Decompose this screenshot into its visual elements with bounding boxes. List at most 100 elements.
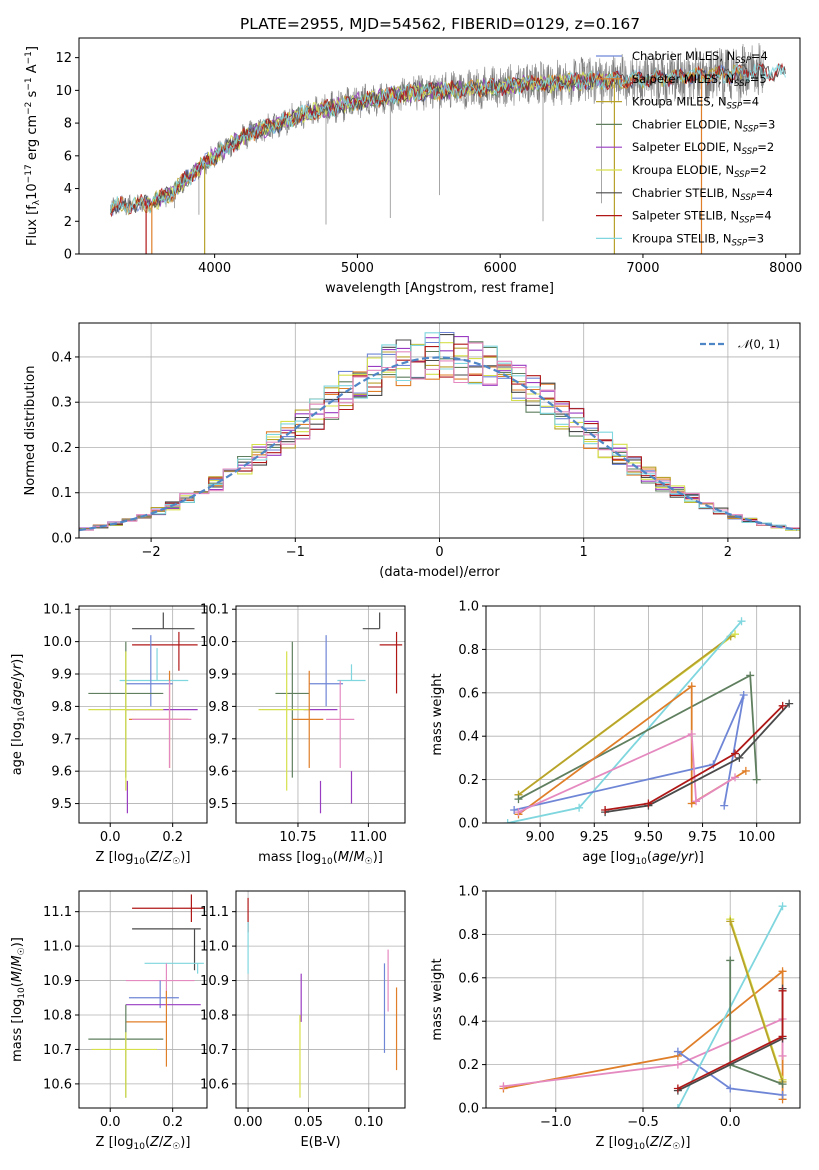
y-tick-label: 10.1 xyxy=(43,603,72,618)
y-tick-label: 0.6 xyxy=(458,971,479,986)
x-axis-label: mass [log10(M/M☉)] xyxy=(258,850,383,867)
spectrum-panel: 4000 5000 6000 7000 8000 0 2 4 6 8 10 12 wavelength … xyxy=(24,37,802,296)
y-tick-label: 0.4 xyxy=(458,1015,479,1030)
x-tick-label: 10.00 xyxy=(738,830,775,845)
weight-marker xyxy=(673,1060,682,1069)
y-tick-label: 10.8 xyxy=(43,1009,72,1024)
weight-line xyxy=(518,673,758,800)
model-spectrum xyxy=(109,63,786,215)
y-tick-label: 10.6 xyxy=(200,1077,229,1092)
x-tick-label: 0.2 xyxy=(162,1115,183,1130)
residuals-panel: −2 −1 0 1 2 0.0 0.1 0.2 0.3 0.4 (data-model)/error… xyxy=(23,322,801,580)
legend-entry: Chabrier STELIB, NSSP=4 xyxy=(632,186,773,203)
x-axis-label: E(B-V) xyxy=(300,1135,340,1150)
weight-line xyxy=(604,702,790,813)
error-bar-point xyxy=(379,631,403,694)
weight-line xyxy=(729,921,784,1083)
plot-area xyxy=(79,331,800,532)
x-tick-label: 0.10 xyxy=(354,1115,383,1130)
weight-marker xyxy=(778,986,787,995)
y-tick-label: 9.5 xyxy=(208,797,229,812)
weight-marker xyxy=(731,630,740,639)
error-bar-point xyxy=(292,670,324,768)
axes-frame xyxy=(235,605,406,824)
y-tick-label: 10 xyxy=(55,84,72,99)
weight-marker xyxy=(778,1090,787,1099)
y-tick-label: 0.2 xyxy=(51,441,72,456)
legend-entry: Chabrier MILES, NSSP=4 xyxy=(632,49,768,66)
error-bar-point xyxy=(119,648,189,682)
mass-age-panel: 10.75 11.00 9.5 9.6 9.7 9.8 9.9 10.0 10.1 mass [l… xyxy=(200,603,406,867)
y-tick-label: 1.0 xyxy=(458,885,479,900)
y-tick-label: 9.8 xyxy=(51,700,72,715)
error-bar-point xyxy=(88,651,164,791)
weight-marker xyxy=(735,753,744,762)
weight-marker xyxy=(752,775,761,784)
x-tick-label: 6000 xyxy=(484,261,517,276)
y-tick-label: 2 xyxy=(64,215,72,230)
error-bar-point xyxy=(309,635,344,707)
weight-marker xyxy=(687,799,696,808)
x-tick-label: 5000 xyxy=(341,261,374,276)
legend-entry: Salpeter STELIB, NSSP=4 xyxy=(632,209,772,226)
y-axis-label: Flux [fλ10−17 erg cm−2 s−1 A−1] xyxy=(24,46,42,246)
spectrum-legend: Chabrier MILES, NSSP=4 Salpeter MILES, NS… xyxy=(596,49,775,248)
y-tick-label: 9.7 xyxy=(51,732,72,747)
y-tick-label: 0.2 xyxy=(458,773,479,788)
x-tick-label: −1.0 xyxy=(540,1115,572,1130)
error-bar-point xyxy=(132,894,204,922)
y-axis-label: age [log10(age/yr)] xyxy=(10,654,27,776)
y-tick-label: 9.9 xyxy=(51,668,72,683)
y-tick-label: 0.3 xyxy=(51,396,72,411)
y-tick-label: 10.0 xyxy=(43,635,72,650)
y-tick-label: 8 xyxy=(64,117,72,132)
weight-marker xyxy=(731,773,740,782)
weight-marker xyxy=(687,730,696,739)
y-tick-label: 10.0 xyxy=(200,635,229,650)
error-bar-point xyxy=(132,631,198,671)
z-mass-panel: 0.0 0.2 10.6 10.7 10.8 10.9 11.0 11.1 Z [log10(Z… xyxy=(10,890,208,1152)
y-tick-label: 9.5 xyxy=(51,797,72,812)
weight-marker xyxy=(731,749,740,758)
weight-marker xyxy=(720,801,729,810)
x-tick-label: 9.50 xyxy=(634,830,663,845)
legend-entry: 𝒩(0, 1) xyxy=(738,337,780,351)
plot-area xyxy=(88,612,198,814)
x-tick-label: 2 xyxy=(724,545,732,560)
y-tick-label: 0.4 xyxy=(458,730,479,745)
y-axis-label: mass weight xyxy=(430,958,445,1040)
axes-frame xyxy=(78,37,801,255)
axes-frame xyxy=(78,890,208,1109)
legend-entry: Salpeter ELODIE, NSSP=2 xyxy=(632,140,774,157)
error-bar-point xyxy=(132,612,195,630)
y-tick-label: 9.6 xyxy=(51,765,72,780)
x-axis-label: Z [log10(Z/Z☉)] xyxy=(596,1135,691,1152)
y-tick-label: 10.7 xyxy=(43,1043,72,1058)
weight-marker xyxy=(692,797,701,806)
x-tick-label: 4000 xyxy=(198,261,231,276)
x-axis-label: age [log10(age/yr)] xyxy=(582,850,704,867)
z-age-panel: 0.0 0.2 9.5 9.6 9.7 9.8 9.9 10.0 10.1 Z [log10(Z/… xyxy=(10,603,208,867)
y-tick-label: 11.1 xyxy=(43,905,72,920)
x-tick-label: 1 xyxy=(580,545,588,560)
y-tick-label: 0.8 xyxy=(458,928,479,943)
x-axis-label: Z [log10(Z/Z☉)] xyxy=(96,850,191,867)
x-tick-label: 9.00 xyxy=(526,830,555,845)
y-tick-label: 0.4 xyxy=(51,350,72,365)
weight-marker xyxy=(503,819,512,823)
weight-line xyxy=(507,620,743,823)
weight-marker xyxy=(778,1080,787,1089)
y-tick-label: 10.7 xyxy=(200,1043,229,1058)
error-bar-point xyxy=(326,680,355,768)
y-tick-label: 11.0 xyxy=(43,940,72,955)
x-tick-label: 0.0 xyxy=(100,830,121,845)
y-tick-label: 12 xyxy=(55,51,72,66)
y-tick-label: 9.7 xyxy=(208,732,229,747)
x-axis-label: (data-model)/error xyxy=(379,565,500,580)
x-tick-label: −1 xyxy=(286,545,305,560)
y-tick-label: 0.0 xyxy=(51,532,72,547)
weight-marker xyxy=(778,1032,787,1041)
y-tick-label: 9.6 xyxy=(208,765,229,780)
legend-entry: Kroupa ELODIE, NSSP=2 xyxy=(632,163,767,180)
